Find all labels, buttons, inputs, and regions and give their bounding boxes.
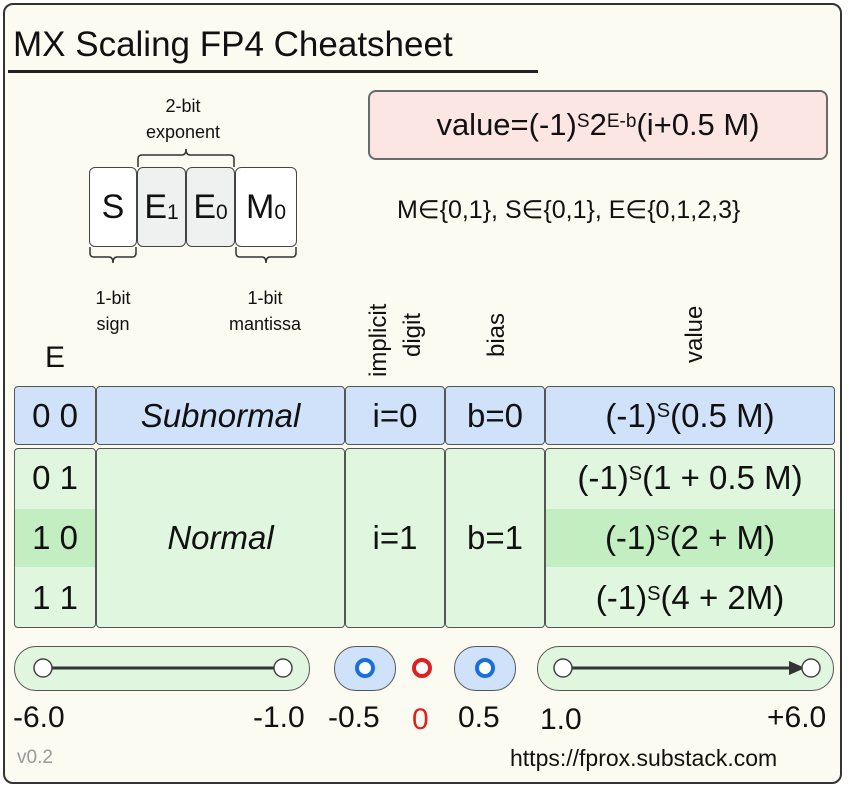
sign-label-line2: sign xyxy=(96,314,130,334)
value-formula: value=(-1) S 2 E-b (i+0.5 M) xyxy=(368,90,828,160)
normal-e-highlight xyxy=(15,509,95,567)
formula-prefix: value=(-1) xyxy=(436,107,577,142)
sign-brace xyxy=(89,247,137,264)
positive-subnormal-pill xyxy=(454,646,516,691)
point-minus-6 xyxy=(33,658,53,678)
exponent-label-line1: 2-bit xyxy=(165,96,201,116)
number-line-marks xyxy=(33,658,821,678)
title-underline xyxy=(8,70,538,73)
bit-e0-letter: E xyxy=(193,187,216,226)
column-header-implicit-line2: digit xyxy=(399,312,426,357)
normal-value-3-sign: S xyxy=(647,582,661,605)
mantissa-label-line1: 1-bit xyxy=(247,288,283,308)
subnormal-e-cell: 0 0 xyxy=(14,386,96,445)
label-1: 1.0 xyxy=(540,703,582,736)
normal-name-cell: Normal xyxy=(96,448,345,628)
bit-e0-sub: 0 xyxy=(216,201,228,224)
bit-braces xyxy=(89,148,297,264)
subnormal-name-cell: Subnormal xyxy=(96,386,345,445)
normal-value-3-pre: (-1) xyxy=(595,579,648,616)
subnormal-value-sign: S xyxy=(656,400,671,422)
formula-exponent: E-b xyxy=(606,111,637,132)
subnormal-value-post: (0.5 M) xyxy=(670,396,775,434)
source-url: https://fprox.substack.com xyxy=(510,745,778,771)
formula-two: 2 xyxy=(589,107,607,142)
normal-e-row-3: 1 1 xyxy=(32,579,78,616)
exponent-label-line2: exponent xyxy=(145,122,221,142)
normal-value-3-post: (4 + 2M) xyxy=(660,579,785,616)
cheatsheet-card: MX Scaling FP4 Cheatsheet value=(-1) S 2 E-… xyxy=(3,3,842,784)
mantissa-label: 1-bit mantissa xyxy=(210,285,320,337)
label-6: +6.0 xyxy=(767,701,827,734)
normal-bias-cell: b=1 xyxy=(445,448,545,628)
version-label: v0.2 xyxy=(17,747,53,768)
bit-m0-sub: 0 xyxy=(274,201,286,224)
mantissa-label-line2: mantissa xyxy=(228,314,302,334)
bit-sign-letter: S xyxy=(101,187,125,226)
bit-sign: S xyxy=(89,167,137,247)
column-header-implicit-line1: implicit xyxy=(365,303,392,377)
normal-value-row-2: (-1) S (2 + M) xyxy=(545,508,835,568)
normal-e-row-1: 0 1 xyxy=(32,459,78,496)
subnormal-implicit-cell: i=0 xyxy=(345,386,445,445)
label-minus-6: -6.0 xyxy=(13,701,65,734)
exponent-brace xyxy=(137,148,235,167)
label-zero: 0 xyxy=(412,703,429,736)
column-header-value: value xyxy=(681,305,708,363)
subnormal-bias-cell: b=0 xyxy=(445,386,545,445)
label-minus-0-5: -0.5 xyxy=(328,701,380,734)
positive-range-arrowhead xyxy=(789,661,805,675)
formula-suffix: (i+0.5 M) xyxy=(636,107,760,142)
bit-m0-letter: M xyxy=(245,187,275,226)
normal-value-row-3: (-1) S (4 + 2M) xyxy=(545,568,835,628)
point-zero xyxy=(412,658,432,678)
normal-e-row-2: 1 0 xyxy=(32,519,78,556)
normal-value-highlight xyxy=(546,509,834,567)
sign-label: 1-bit sign xyxy=(73,285,153,337)
bit-e1-letter: E xyxy=(144,187,167,226)
point-0-5 xyxy=(475,658,495,678)
bit-e1-sub: 1 xyxy=(167,201,179,224)
label-0-5: 0.5 xyxy=(458,701,500,734)
column-header-e: E xyxy=(45,341,66,374)
normal-value-1-pre: (-1) xyxy=(577,459,629,496)
sign-label-line1: 1-bit xyxy=(95,288,131,308)
point-minus-1 xyxy=(273,658,293,678)
normal-value-2-pre: (-1) xyxy=(604,519,657,556)
exponent-label: 2-bit exponent xyxy=(133,93,233,145)
normal-value-1-sign: S xyxy=(628,462,643,485)
column-header-bias: bias xyxy=(483,312,510,357)
point-1 xyxy=(553,658,573,678)
point-6 xyxy=(801,658,821,678)
point-minus-0-5 xyxy=(355,658,375,678)
value-domains: M∈{0,1}, S∈{0,1}, E∈{0,1,2,3} xyxy=(397,196,741,224)
normal-implicit-cell: i=1 xyxy=(345,448,445,628)
label-minus-1: -1.0 xyxy=(253,701,305,734)
page-title: MX Scaling FP4 Cheatsheet xyxy=(13,25,453,64)
normal-value-2-post: (2 + M) xyxy=(669,519,776,556)
formula-sign-exponent: S xyxy=(576,111,590,132)
subnormal-value-cell: (-1) S (0.5 M) xyxy=(545,386,835,445)
mantissa-brace xyxy=(235,247,297,264)
normal-value-row-1: (-1) S (1 + 0.5 M) xyxy=(545,448,835,508)
subnormal-value-pre: (-1) xyxy=(605,396,657,434)
normal-value-1-post: (1 + 0.5 M) xyxy=(642,459,803,496)
normal-value-2-sign: S xyxy=(656,522,670,545)
